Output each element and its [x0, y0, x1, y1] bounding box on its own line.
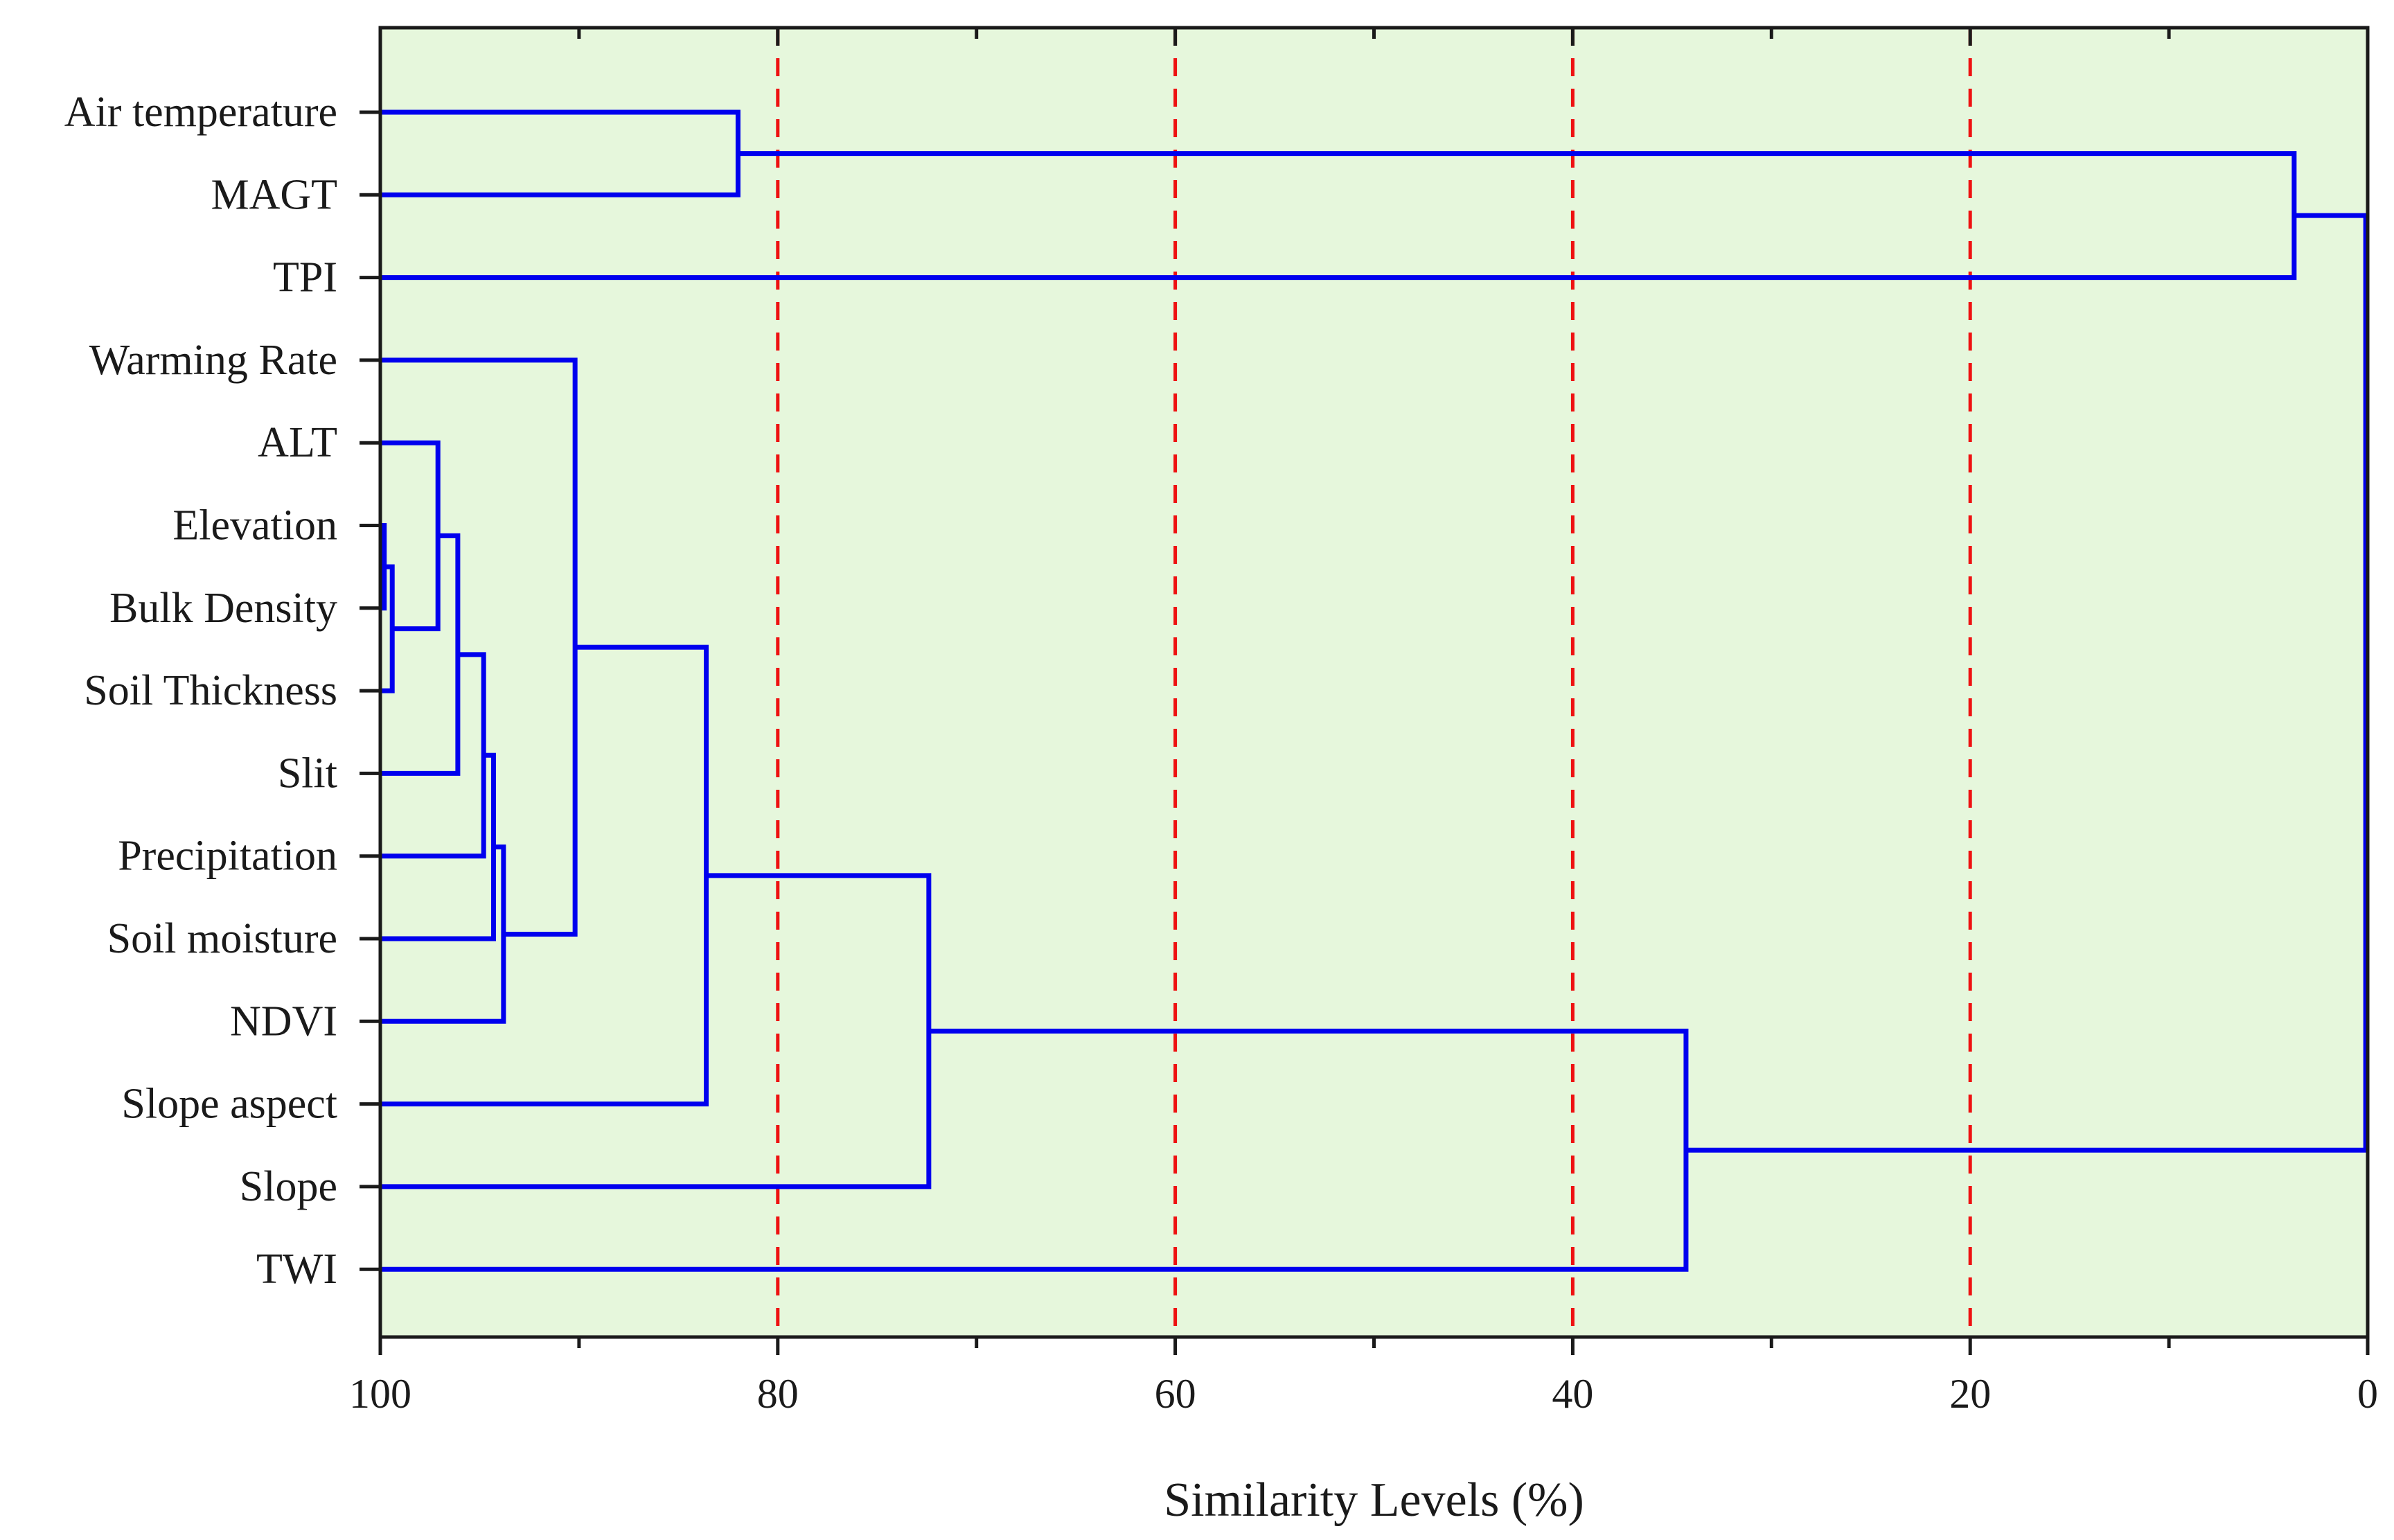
leaf-label: ALT — [258, 419, 337, 466]
dendrogram-links — [380, 109, 2368, 1272]
leaf-label: NDVI — [230, 998, 337, 1045]
x-axis-title: Similarity Levels (%) — [1164, 1473, 1584, 1527]
x-tick-label: 100 — [349, 1371, 411, 1417]
leaf-label: MAGT — [211, 171, 337, 218]
leaf-label: Soil moisture — [107, 915, 337, 962]
x-tick-label: 80 — [757, 1371, 799, 1417]
leaf-label: Precipitation — [118, 833, 337, 880]
leaf-label: Elevation — [172, 502, 337, 549]
leaf-label: TWI — [256, 1246, 337, 1293]
leaf-label: Slope aspect — [121, 1081, 337, 1128]
leaf-label: Slope — [240, 1163, 337, 1210]
leaf-label: Slit — [278, 750, 337, 797]
reference-lines — [776, 28, 1972, 1337]
y-axis-ticks — [360, 110, 380, 1271]
leaf-label: Bulk Density — [109, 585, 337, 632]
leaf-label: Air temperature — [64, 89, 337, 136]
leaf-label: Soil Thickness — [84, 667, 337, 714]
x-tick-label: 20 — [1949, 1371, 1991, 1417]
x-tick-label: 0 — [2357, 1371, 2378, 1417]
plot-area — [380, 28, 2368, 1337]
leaf-label: TPI — [273, 254, 337, 301]
x-tick-label: 60 — [1155, 1371, 1196, 1417]
link-C14 — [1685, 213, 2368, 1153]
x-tick-label: 40 — [1552, 1371, 1593, 1417]
leaf-labels: Air temperature MAGT TPI Warming Rate ALT Ele… — [64, 89, 337, 1293]
leaf-label: Warming Rate — [89, 337, 337, 384]
x-axis-ticks: 100 80 60 40 20 0 — [349, 28, 2378, 1417]
